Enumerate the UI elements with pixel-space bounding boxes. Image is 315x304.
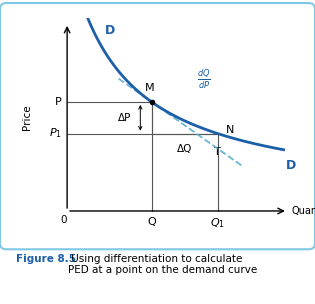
Text: Figure 8.5: Figure 8.5: [16, 254, 76, 264]
Text: 0: 0: [61, 215, 67, 225]
Text: $Q_1$: $Q_1$: [210, 216, 225, 230]
Text: Using differentiation to calculate
PED at a point on the demand curve: Using differentiation to calculate PED a…: [68, 254, 257, 275]
Text: ΔQ: ΔQ: [177, 144, 192, 154]
Text: D: D: [105, 24, 116, 37]
Text: Price: Price: [22, 104, 32, 130]
Text: $\frac{dQ}{dP}$: $\frac{dQ}{dP}$: [197, 68, 211, 92]
Text: ΔP: ΔP: [118, 113, 131, 123]
Text: $P_1$: $P_1$: [49, 127, 62, 140]
Text: D: D: [286, 160, 296, 172]
FancyBboxPatch shape: [0, 3, 315, 249]
Text: M: M: [145, 83, 154, 93]
Text: T: T: [214, 147, 221, 157]
Text: P: P: [55, 97, 62, 107]
Text: Q: Q: [147, 216, 156, 226]
Text: N: N: [226, 125, 234, 135]
Text: Quantity: Quantity: [292, 206, 315, 216]
